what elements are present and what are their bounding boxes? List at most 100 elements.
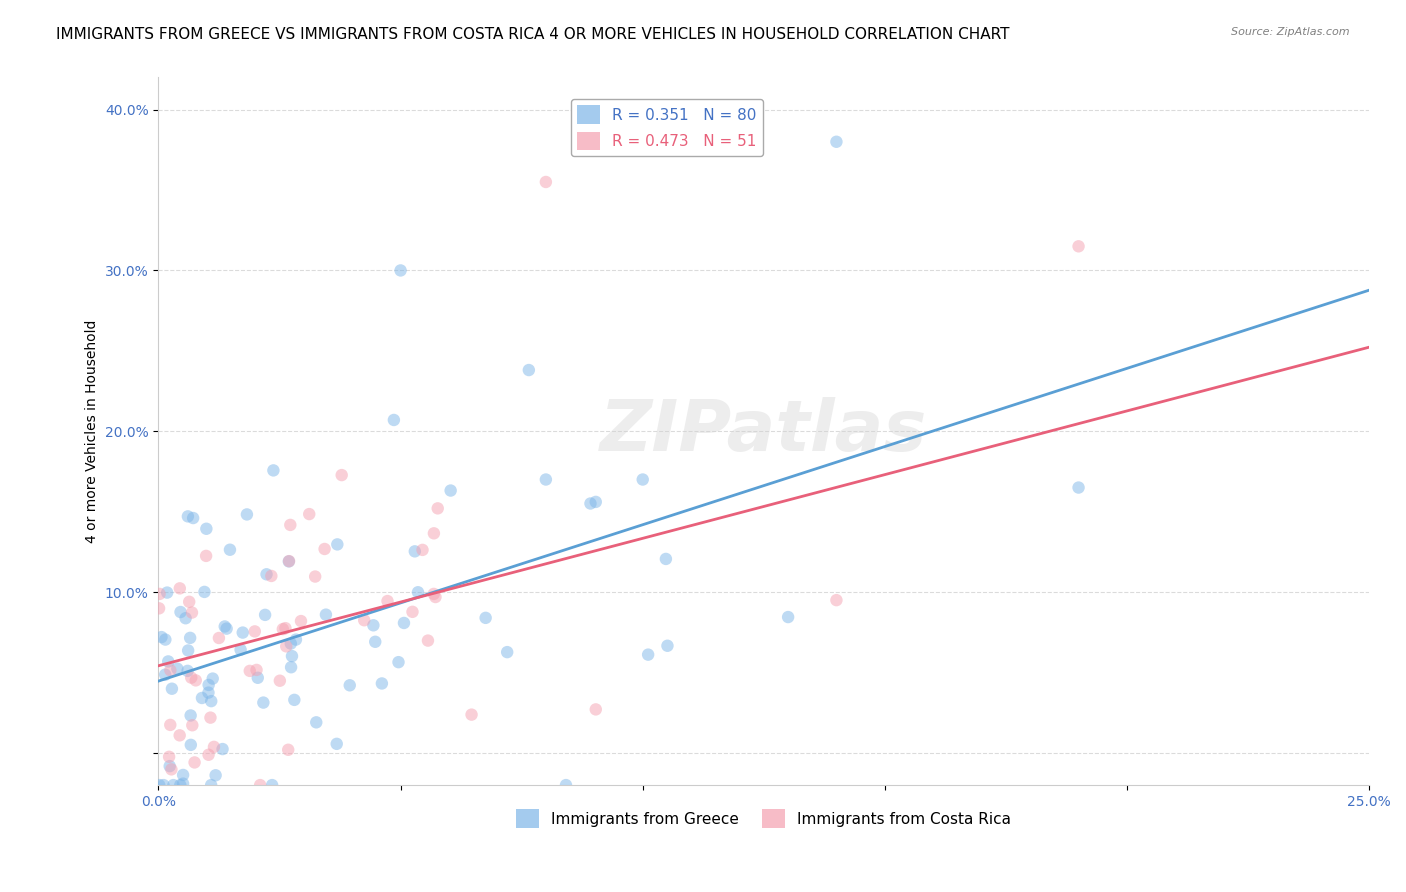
Immigrants from Greece <box>155 632 177 647</box>
Immigrants from Greece <box>655 552 678 566</box>
Immigrants from Greece <box>517 363 540 377</box>
Immigrants from Greece <box>162 778 184 792</box>
Immigrants from Greece <box>778 610 800 624</box>
Immigrants from Costa Rica <box>159 663 181 677</box>
Immigrants from Greece <box>440 483 463 498</box>
Immigrants from Costa Rica <box>401 605 423 619</box>
Immigrants from Costa Rica <box>290 614 312 628</box>
Immigrants from Greece <box>219 542 242 557</box>
Immigrants from Greece <box>579 496 602 510</box>
Immigrants from Greece <box>200 778 222 792</box>
Immigrants from Costa Rica <box>1067 239 1090 253</box>
Legend: Immigrants from Greece, Immigrants from Costa Rica: Immigrants from Greece, Immigrants from … <box>510 803 1018 834</box>
Immigrants from Costa Rica <box>197 747 219 762</box>
Immigrants from Costa Rica <box>160 763 183 777</box>
Immigrants from Costa Rica <box>249 778 271 792</box>
Immigrants from Greece <box>315 607 337 622</box>
Immigrants from Greece <box>305 715 328 730</box>
Immigrants from Greece <box>382 413 405 427</box>
Immigrants from Greece <box>246 671 269 685</box>
Immigrants from Greece <box>387 655 409 669</box>
Immigrants from Costa Rica <box>412 542 434 557</box>
Immigrants from Greece <box>363 618 385 632</box>
Immigrants from Costa Rica <box>181 606 204 620</box>
Immigrants from Greece <box>392 615 415 630</box>
Immigrants from Greece <box>195 522 218 536</box>
Immigrants from Greece <box>254 607 277 622</box>
Immigrants from Greece <box>236 508 259 522</box>
Immigrants from Costa Rica <box>184 673 207 688</box>
Immigrants from Costa Rica <box>278 554 301 568</box>
Immigrants from Greece <box>280 636 302 650</box>
Immigrants from Costa Rica <box>195 549 218 563</box>
Immigrants from Greece <box>204 768 226 782</box>
Immigrants from Costa Rica <box>423 526 446 541</box>
Immigrants from Costa Rica <box>276 640 298 654</box>
Immigrants from Greece <box>179 631 201 645</box>
Immigrants from Greece <box>197 685 219 699</box>
Immigrants from Greece <box>631 473 654 487</box>
Immigrants from Greece <box>364 634 387 648</box>
Immigrants from Costa Rica <box>304 569 326 583</box>
Immigrants from Greece <box>262 778 284 792</box>
Immigrants from Greece <box>326 537 349 551</box>
Immigrants from Greece <box>215 622 238 636</box>
Immigrants from Greece <box>406 585 429 599</box>
Immigrants from Greece <box>283 693 305 707</box>
Immigrants from Greece <box>389 263 412 277</box>
Immigrants from Greece <box>277 554 299 568</box>
Immigrants from Greece <box>280 660 302 674</box>
Immigrants from Greece <box>555 778 578 792</box>
Immigrants from Costa Rica <box>825 593 848 607</box>
Immigrants from Greece <box>637 648 659 662</box>
Immigrants from Costa Rica <box>274 621 297 635</box>
Immigrants from Greece <box>214 619 236 633</box>
Immigrants from Greece <box>166 662 188 676</box>
Immigrants from Costa Rica <box>260 569 283 583</box>
Text: ZIPatlas: ZIPatlas <box>600 397 928 466</box>
Immigrants from Costa Rica <box>183 756 205 770</box>
Immigrants from Costa Rica <box>278 517 301 532</box>
Immigrants from Costa Rica <box>208 631 231 645</box>
Immigrants from Costa Rica <box>277 743 299 757</box>
Immigrants from Costa Rica <box>460 707 482 722</box>
Immigrants from Costa Rica <box>148 601 170 615</box>
Immigrants from Greece <box>177 509 200 524</box>
Immigrants from Costa Rica <box>353 613 375 627</box>
Immigrants from Greece <box>256 567 278 582</box>
Immigrants from Costa Rica <box>169 728 191 742</box>
Immigrants from Greece <box>153 667 176 681</box>
Immigrants from Costa Rica <box>314 541 336 556</box>
Immigrants from Greece <box>252 696 274 710</box>
Immigrants from Greece <box>193 585 215 599</box>
Immigrants from Greece <box>174 611 197 625</box>
Immigrants from Costa Rica <box>271 622 294 636</box>
Immigrants from Greece <box>657 639 679 653</box>
Immigrants from Greece <box>169 778 191 792</box>
Immigrants from Greece <box>325 737 347 751</box>
Immigrants from Costa Rica <box>159 718 181 732</box>
Immigrants from Greece <box>496 645 519 659</box>
Immigrants from Greece <box>180 708 202 723</box>
Immigrants from Greece <box>159 759 181 773</box>
Immigrants from Greece <box>169 605 191 619</box>
Immigrants from Costa Rica <box>169 582 191 596</box>
Immigrants from Greece <box>284 632 307 647</box>
Immigrants from Greece <box>262 463 284 477</box>
Immigrants from Greece <box>157 655 180 669</box>
Immigrants from Greece <box>585 495 607 509</box>
Immigrants from Costa Rica <box>269 673 291 688</box>
Immigrants from Costa Rica <box>243 624 266 639</box>
Immigrants from Costa Rica <box>245 663 267 677</box>
Text: IMMIGRANTS FROM GREECE VS IMMIGRANTS FROM COSTA RICA 4 OR MORE VEHICLES IN HOUSE: IMMIGRANTS FROM GREECE VS IMMIGRANTS FRO… <box>56 27 1010 42</box>
Immigrants from Costa Rica <box>377 594 399 608</box>
Immigrants from Greece <box>191 690 214 705</box>
Immigrants from Greece <box>232 625 254 640</box>
Immigrants from Costa Rica <box>180 671 202 685</box>
Immigrants from Costa Rica <box>181 718 204 732</box>
Y-axis label: 4 or more Vehicles in Household: 4 or more Vehicles in Household <box>86 319 100 543</box>
Immigrants from Costa Rica <box>157 749 180 764</box>
Immigrants from Greece <box>201 672 224 686</box>
Immigrants from Costa Rica <box>423 587 446 601</box>
Immigrants from Greece <box>200 694 222 708</box>
